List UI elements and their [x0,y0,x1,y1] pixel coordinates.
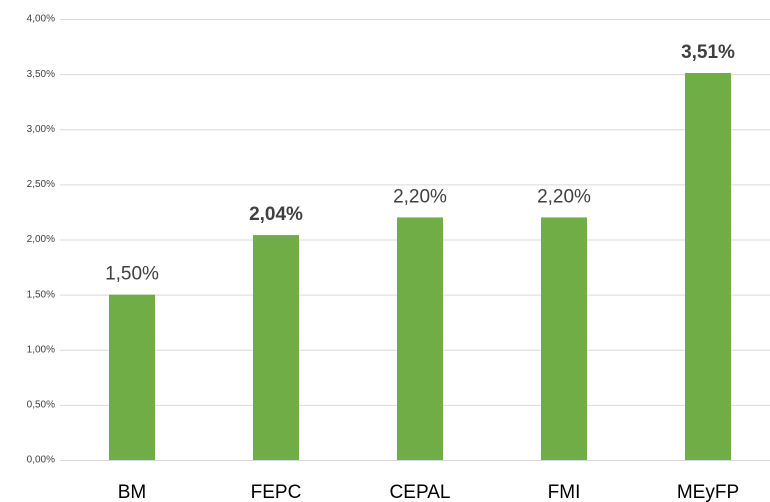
value-label: 1,50% [105,264,159,285]
y-tick-label: 4,00% [27,14,55,25]
bar [685,73,731,461]
y-tick-label: 3,00% [27,124,55,135]
bar [397,217,443,460]
y-tick-label: 0,50% [27,400,55,411]
bar [253,235,299,460]
x-tick-label: MEyFP [677,482,739,502]
y-tick-label: 1,50% [27,289,55,300]
y-tick-label: 0,00% [27,455,55,466]
y-tick-label: 3,50% [27,69,55,80]
value-label: 3,51% [681,42,735,63]
y-tick-label: 2,00% [27,234,55,245]
value-label: 2,20% [537,186,591,207]
y-tick-label: 2,50% [27,179,55,190]
y-tick-label: 1,00% [27,344,55,355]
value-label: 2,20% [393,186,447,207]
bar [109,294,155,460]
x-tick-label: FEPC [251,482,302,502]
value-label: 2,04% [249,204,303,225]
x-tick-label: CEPAL [390,482,451,502]
x-tick-label: FMI [548,482,581,502]
bar [541,217,587,460]
x-tick-label: BM [118,482,147,502]
